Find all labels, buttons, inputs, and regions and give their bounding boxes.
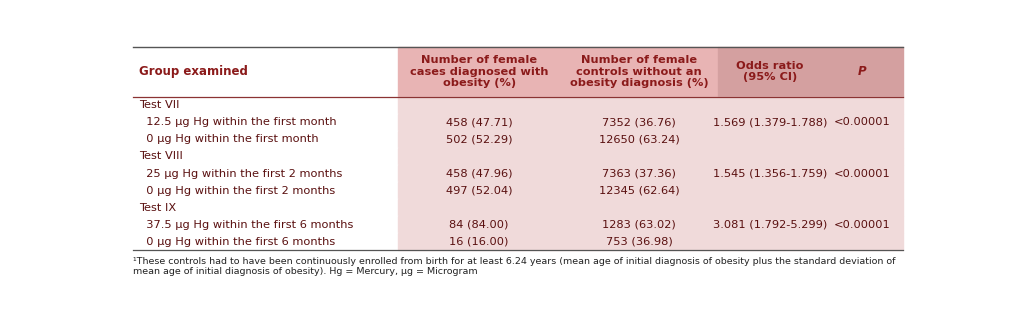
Text: <0.00001: <0.00001: [834, 168, 891, 178]
Text: 3.081 (1.792-5.299): 3.081 (1.792-5.299): [713, 220, 827, 230]
Text: 0 μg Hg within the first 6 months: 0 μg Hg within the first 6 months: [138, 237, 335, 247]
Text: 7363 (37.36): 7363 (37.36): [602, 168, 676, 178]
Bar: [718, 46, 903, 97]
Text: Odds ratio
(95% CI): Odds ratio (95% CI): [736, 61, 804, 82]
Text: 0 μg Hg within the first 2 months: 0 μg Hg within the first 2 months: [138, 186, 335, 196]
Text: ¹These controls had to have been continuously enrolled from birth for at least 6: ¹These controls had to have been continu…: [132, 257, 895, 276]
Bar: [398, 199, 903, 216]
Text: 12345 (62.64): 12345 (62.64): [599, 186, 680, 196]
Text: 458 (47.96): 458 (47.96): [445, 168, 512, 178]
Text: 1.569 (1.379-1.788): 1.569 (1.379-1.788): [713, 117, 827, 127]
Bar: [398, 216, 903, 233]
Text: Number of female
controls without an
obesity diagnosis (%): Number of female controls without an obe…: [570, 55, 708, 88]
Bar: [398, 233, 903, 251]
Bar: [398, 182, 903, 199]
Bar: [132, 165, 398, 182]
Bar: [398, 131, 903, 148]
Bar: [398, 46, 718, 97]
Text: <0.00001: <0.00001: [834, 117, 891, 127]
Text: 1283 (63.02): 1283 (63.02): [602, 220, 676, 230]
Text: <0.00001: <0.00001: [834, 220, 891, 230]
Text: 458 (47.71): 458 (47.71): [445, 117, 512, 127]
Bar: [132, 233, 398, 251]
Text: 7352 (36.76): 7352 (36.76): [602, 117, 676, 127]
Text: Test IX: Test IX: [138, 203, 176, 213]
Text: Test VIII: Test VIII: [138, 151, 183, 162]
Bar: [132, 131, 398, 148]
Text: 84 (84.00): 84 (84.00): [449, 220, 509, 230]
Text: 37.5 μg Hg within the first 6 months: 37.5 μg Hg within the first 6 months: [138, 220, 354, 230]
Text: Test VII: Test VII: [138, 100, 179, 110]
Text: 0 μg Hg within the first month: 0 μg Hg within the first month: [138, 134, 318, 144]
Bar: [398, 148, 903, 165]
Text: P: P: [857, 65, 867, 78]
Text: 25 μg Hg within the first 2 months: 25 μg Hg within the first 2 months: [138, 168, 342, 178]
Text: Number of female
cases diagnosed with
obesity (%): Number of female cases diagnosed with ob…: [410, 55, 548, 88]
Bar: [398, 114, 903, 131]
Bar: [132, 182, 398, 199]
Text: 16 (16.00): 16 (16.00): [449, 237, 509, 247]
Text: 753 (36.98): 753 (36.98): [606, 237, 673, 247]
Bar: [398, 165, 903, 182]
Text: 502 (52.29): 502 (52.29): [445, 134, 512, 144]
Bar: [132, 216, 398, 233]
Bar: [132, 148, 398, 165]
Text: 1.545 (1.356-1.759): 1.545 (1.356-1.759): [713, 168, 827, 178]
Text: Group examined: Group examined: [138, 65, 247, 78]
Bar: [132, 97, 398, 114]
Bar: [398, 97, 903, 114]
Text: 12.5 μg Hg within the first month: 12.5 μg Hg within the first month: [138, 117, 336, 127]
Text: 12650 (63.24): 12650 (63.24): [599, 134, 680, 144]
Bar: [132, 46, 398, 97]
Bar: [132, 199, 398, 216]
Bar: [132, 114, 398, 131]
Text: 497 (52.04): 497 (52.04): [445, 186, 512, 196]
